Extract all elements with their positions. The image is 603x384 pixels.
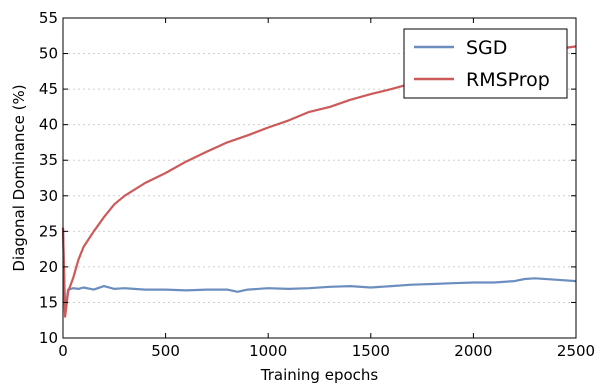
x-tick-label: 1500 <box>352 342 390 360</box>
series-line-sgd <box>61 227 577 315</box>
x-tick-label: 2500 <box>557 342 595 360</box>
y-tick-label: 10 <box>39 329 58 347</box>
grid-lines <box>63 53 576 303</box>
x-tick-label: 2000 <box>454 342 492 360</box>
y-tick-label: 20 <box>39 258 58 276</box>
x-tick-label: 0 <box>58 342 68 360</box>
y-tick-label: 45 <box>39 80 58 98</box>
axis-ticks: 0 500 1000 1500 2000 2500 10 15 20 25 30 35 40 45 50 55 <box>39 9 595 360</box>
legend-box <box>403 28 568 99</box>
y-tick-label: 35 <box>39 151 58 169</box>
y-tick-label: 55 <box>39 9 58 27</box>
y-tick-label: 25 <box>39 222 58 240</box>
legend: SGD RMSProp <box>403 28 568 99</box>
x-axis-label: Training epochs <box>260 366 379 384</box>
y-axis-label: Diagonal Dominance (%) <box>10 84 28 271</box>
y-tick-label: 40 <box>39 116 58 134</box>
y-tick-label: 30 <box>39 187 58 205</box>
legend-label: RMSProp <box>466 69 550 91</box>
y-tick-label: 50 <box>39 45 58 63</box>
plot-frame <box>62 17 577 339</box>
x-tick-label: 500 <box>151 342 180 360</box>
y-tick-label: 15 <box>39 293 58 311</box>
x-tick-label: 1000 <box>249 342 287 360</box>
legend-label: SGD <box>466 37 507 59</box>
